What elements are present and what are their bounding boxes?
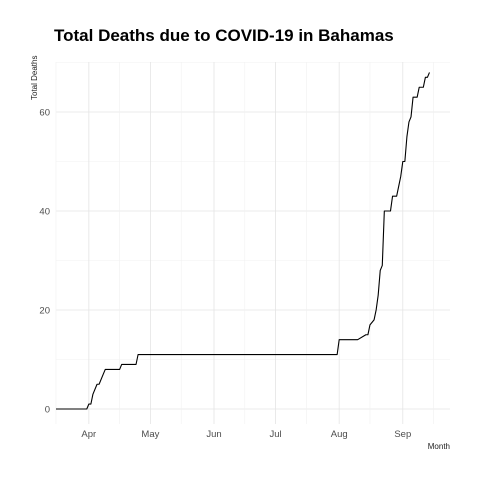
series-line	[56, 72, 430, 410]
x-tick-label: Apr	[81, 429, 96, 440]
x-tick-labels: Apr May Jun Jul Aug Sep	[81, 429, 411, 440]
x-axis-label: Month	[427, 442, 450, 451]
y-tick-label: 40	[39, 207, 50, 218]
y-axis-label: Total Deaths	[30, 55, 39, 100]
x-tick-label: Jun	[206, 429, 221, 440]
y-tick-label: 20	[39, 306, 50, 317]
x-tick-label: May	[141, 429, 159, 440]
x-tick-label: Sep	[394, 429, 411, 440]
y-tick-labels: 0 20 40 60	[39, 108, 50, 416]
chart-title: Total Deaths due to COVID-19 in Bahamas	[54, 26, 394, 45]
y-tick-label: 0	[45, 405, 50, 416]
series-lines	[56, 72, 430, 410]
x-tick-label: Aug	[331, 429, 348, 440]
grid	[55, 62, 450, 424]
y-tick-label: 60	[39, 108, 50, 119]
x-tick-label: Jul	[269, 429, 281, 440]
